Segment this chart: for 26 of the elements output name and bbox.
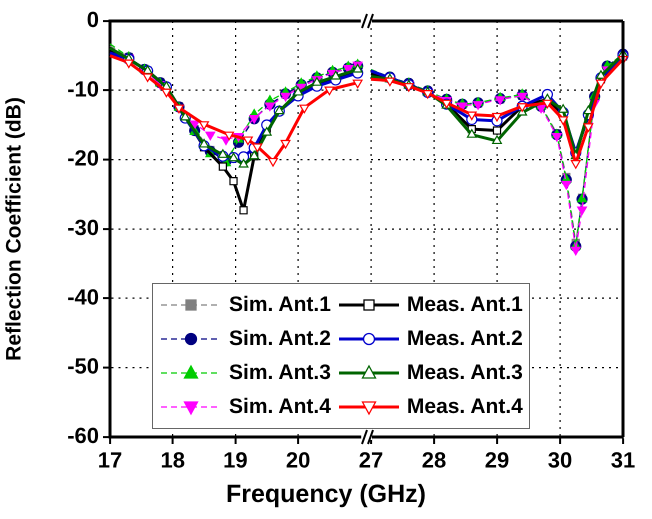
- x-tick-label: 29: [484, 447, 510, 472]
- y-tick-label: 0: [86, 7, 99, 32]
- legend-label: Sim. Ant.3: [229, 361, 331, 385]
- legend-label: Meas. Ant.2: [406, 327, 523, 351]
- y-tick-label: -10: [67, 76, 99, 102]
- x-tick-label: 20: [286, 447, 310, 472]
- x-tick-label: 17: [98, 447, 122, 472]
- y-tick-label: -40: [67, 284, 99, 310]
- y-axis-title: Reflection Coefficient (dB): [2, 97, 26, 361]
- y-tick-label: -30: [67, 215, 99, 240]
- y-tick-label: -60: [67, 423, 99, 448]
- legend-label: Sim. Ant.2: [229, 327, 331, 351]
- legend-label: Sim. Ant.1: [229, 293, 331, 317]
- x-tick-label: 18: [160, 447, 185, 472]
- x-axis-title: Frequency (GHz): [224, 480, 428, 509]
- x-tick-label: 27: [358, 447, 384, 472]
- y-tick-label: -20: [67, 146, 99, 171]
- legend-label: Meas. Ant.4: [406, 395, 523, 419]
- x-tick-label: 28: [422, 447, 446, 472]
- legend-label: Meas. Ant.1: [406, 293, 523, 317]
- x-tick-label: 31: [610, 447, 636, 472]
- legend-label: Meas. Ant.3: [406, 361, 523, 385]
- x-tick-label: 30: [548, 447, 572, 472]
- legend-label: Sim. Ant.4: [229, 395, 331, 419]
- x-tick-label: 19: [223, 447, 248, 472]
- y-tick-label: -50: [67, 354, 99, 379]
